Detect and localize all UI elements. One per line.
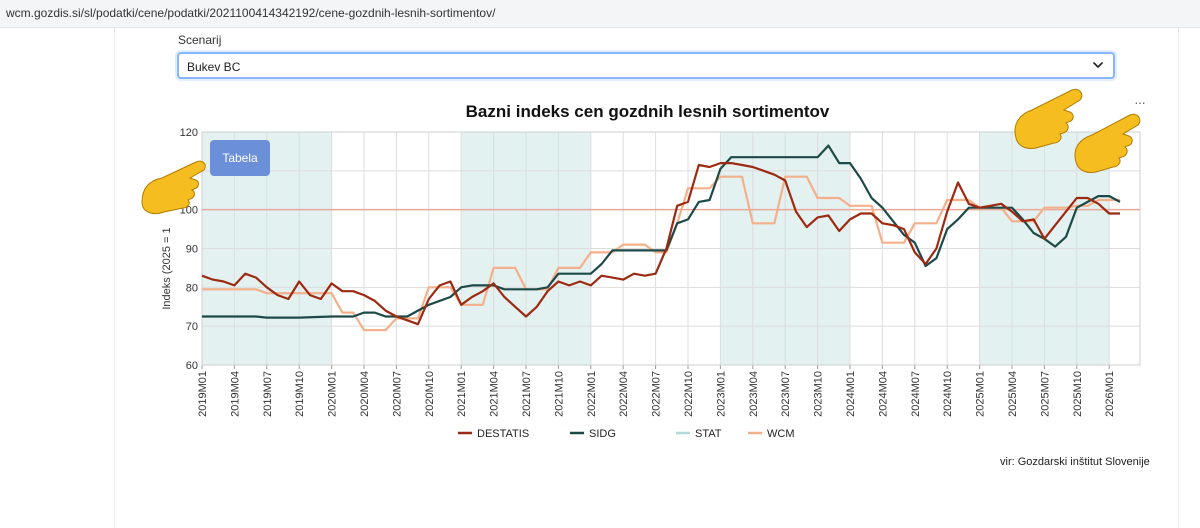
tabela-button[interactable]: Tabela: [210, 140, 270, 176]
scenario-selected-value: Bukev BC: [187, 60, 241, 74]
x-tick-label: 2025M01: [975, 371, 987, 417]
x-tick-label: 2021M01: [456, 371, 468, 417]
x-tick-label: 2026M01: [1104, 371, 1116, 417]
legend-label: DESTATIS: [477, 428, 529, 440]
browser-address-bar[interactable]: wcm.gozdis.si/sl/podatki/cene/podatki/20…: [0, 0, 1200, 28]
y-tick-label: 120: [180, 127, 198, 139]
x-tick-label: 2019M07: [262, 371, 274, 417]
y-tick-label: 60: [186, 360, 198, 372]
x-tick-label: 2021M04: [489, 371, 501, 417]
page-column-left-border: [114, 28, 115, 528]
x-tick-label: 2020M07: [391, 371, 403, 417]
x-tick-label: 2024M10: [942, 371, 954, 417]
y-tick-label: 80: [186, 282, 198, 294]
x-tick-label: 2019M01: [197, 371, 209, 417]
page-column-right-border: [1178, 28, 1179, 528]
x-tick-label: 2023M07: [780, 371, 792, 417]
legend-label: SIDG: [589, 428, 616, 440]
pointing-hand-icon: [1014, 88, 1083, 149]
y-tick-label: 90: [186, 244, 198, 256]
x-tick-label: 2025M07: [1039, 371, 1051, 417]
x-tick-label: 2022M01: [586, 371, 598, 417]
x-tick-label: 2024M07: [910, 371, 922, 417]
x-tick-label: 2023M10: [813, 371, 825, 417]
x-tick-label: 2020M10: [424, 371, 436, 417]
x-tick-label: 2023M04: [748, 371, 760, 417]
legend-label: WCM: [767, 428, 795, 440]
legend-label: STAT: [695, 428, 722, 440]
x-tick-label: 2019M04: [229, 371, 241, 417]
plot-frame: [201, 131, 1141, 366]
chevron-down-icon: [1093, 62, 1103, 68]
url-text[interactable]: wcm.gozdis.si/sl/podatki/cene/podatki/20…: [6, 6, 496, 20]
x-tick-label: 2023M01: [715, 371, 727, 417]
x-tick-label: 2020M01: [327, 371, 339, 417]
pointing-hand-icon: [1074, 113, 1141, 173]
x-tick-label: 2024M04: [877, 371, 889, 417]
x-tick-label: 2020M04: [359, 371, 371, 417]
series-line-destatis: [201, 162, 1120, 326]
chart-menu-button[interactable]: ···: [1134, 94, 1146, 110]
x-tick-label: 2022M10: [683, 371, 695, 417]
source-credit: vir: Gozdarski inštitut Slovenije: [1000, 456, 1150, 468]
scenario-label: Scenarij: [178, 33, 222, 47]
y-axis-label: Indeks (2025 = 1: [161, 227, 173, 309]
x-tick-label: 2022M04: [618, 371, 630, 417]
chart-title: Bazni indeks cen gozdnih lesnih sortimen…: [465, 102, 830, 121]
x-tick-label: 2022M07: [651, 371, 663, 417]
x-tick-label: 2019M10: [294, 371, 306, 417]
x-tick-label: 2025M10: [1072, 371, 1084, 417]
x-tick-label: 2021M07: [521, 371, 533, 417]
scenario-select[interactable]: Bukev BC: [177, 52, 1115, 79]
x-tick-label: 2024M01: [845, 371, 857, 417]
y-tick-label: 70: [186, 321, 198, 333]
x-tick-label: 2025M04: [1007, 371, 1019, 417]
pointing-hand-icon: [141, 160, 206, 215]
x-tick-label: 2021M10: [553, 371, 565, 417]
